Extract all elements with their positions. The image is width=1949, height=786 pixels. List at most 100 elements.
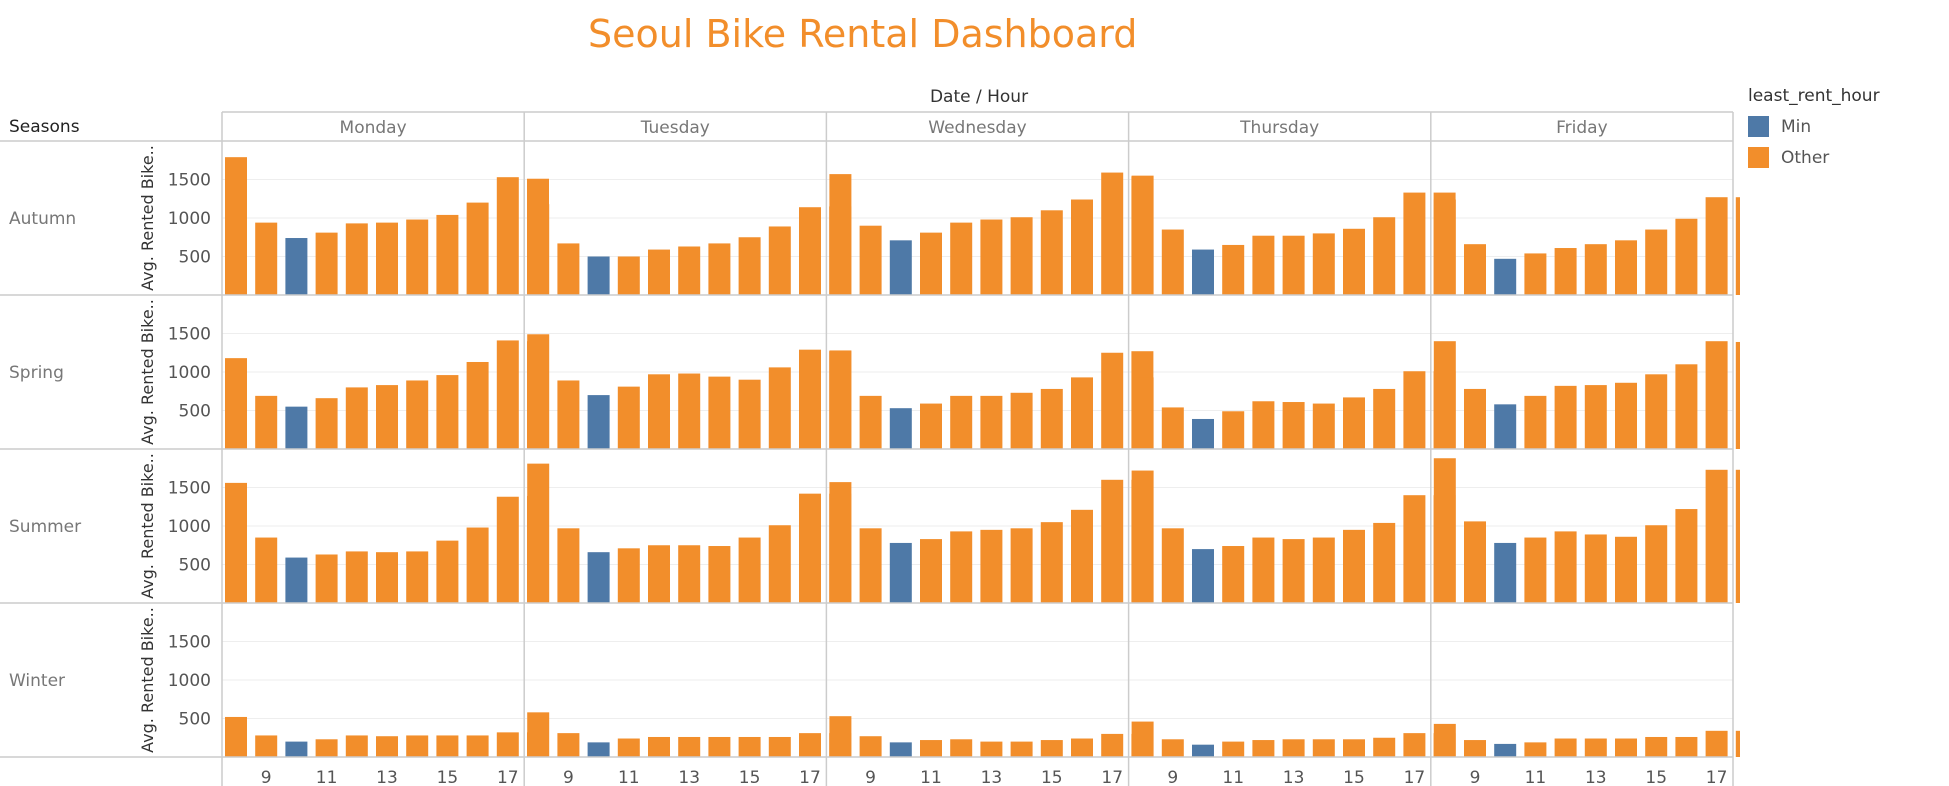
column-label-wednesday: Wednesday xyxy=(928,118,1026,138)
bar-winter-friday-h13 xyxy=(1584,738,1607,757)
bar-spring-monday-h9 xyxy=(255,395,278,449)
bar-autumn-thursday-h15 xyxy=(1343,228,1365,295)
bar-autumn-friday-h12 xyxy=(1554,248,1577,295)
bar-spring-tuesday-h9 xyxy=(557,380,580,449)
bar-autumn-tuesday-h17 xyxy=(799,207,821,295)
bar-autumn-friday-h18 xyxy=(1735,197,1740,295)
bar-summer-friday-h9 xyxy=(1464,521,1486,603)
bar-summer-monday-h11 xyxy=(315,554,338,603)
bar-summer-friday-h14 xyxy=(1615,536,1637,603)
bar-autumn-thursday-h17 xyxy=(1403,192,1426,295)
bar-winter-wednesday-h13 xyxy=(980,741,1003,757)
bar-spring-monday-h11 xyxy=(315,398,338,449)
bar-summer-wednesday-h12 xyxy=(950,531,973,603)
bar-summer-friday-h8 xyxy=(1433,458,1456,603)
y-tick-label: 1500 xyxy=(168,479,211,499)
bar-autumn-monday-h11 xyxy=(315,232,338,295)
bar-spring-friday-h8 xyxy=(1433,341,1456,449)
bar-summer-thursday-h15 xyxy=(1343,529,1365,603)
bar-summer-wednesday-h8 xyxy=(829,482,852,603)
bar-summer-friday-h18 xyxy=(1735,469,1740,603)
bar-autumn-monday-h15 xyxy=(436,214,459,295)
bar-winter-tuesday-h16 xyxy=(768,736,791,757)
bar-spring-wednesday-h9 xyxy=(859,395,882,449)
x-tick-label: 13 xyxy=(678,768,700,786)
bar-autumn-tuesday-h13 xyxy=(678,246,701,295)
bar-spring-monday-h13 xyxy=(376,385,398,449)
bar-spring-friday-h16 xyxy=(1675,364,1698,449)
bar-summer-wednesday-h9 xyxy=(859,528,882,603)
column-label-tuesday: Tuesday xyxy=(640,118,710,138)
bar-winter-wednesday-h14 xyxy=(1010,741,1033,757)
bar-winter-friday-h15 xyxy=(1645,736,1668,757)
x-tick-label: 15 xyxy=(1343,768,1365,786)
y-tick-label: 1000 xyxy=(168,517,211,537)
bar-spring-thursday-h14 xyxy=(1312,403,1335,449)
x-tick-label: 9 xyxy=(563,768,574,786)
bar-summer-friday-h17 xyxy=(1705,469,1728,603)
column-label-thursday: Thursday xyxy=(1239,118,1319,138)
bar-autumn-friday-h9 xyxy=(1464,244,1486,295)
bar-winter-wednesday-h10 xyxy=(889,742,912,757)
bar-winter-thursday-h8 xyxy=(1131,721,1154,757)
bar-winter-wednesday-h11 xyxy=(920,740,942,757)
bar-winter-wednesday-h17 xyxy=(1101,733,1124,757)
legend-item-min[interactable]: Min xyxy=(1748,116,1880,137)
bar-winter-wednesday-h16 xyxy=(1071,738,1093,757)
bar-spring-tuesday-h14 xyxy=(708,376,731,449)
dashboard-title: Seoul Bike Rental Dashboard xyxy=(588,12,1138,56)
column-label-monday: Monday xyxy=(340,118,407,138)
bar-autumn-thursday-h14 xyxy=(1312,233,1335,295)
bar-summer-thursday-h16 xyxy=(1373,522,1396,603)
bar-winter-tuesday-h17 xyxy=(799,733,821,757)
bar-autumn-thursday-h12 xyxy=(1252,235,1275,295)
bar-autumn-monday-h16 xyxy=(466,202,489,295)
legend-label-other: Other xyxy=(1781,147,1830,168)
bar-spring-tuesday-h15 xyxy=(738,379,761,449)
bar-autumn-monday-h17 xyxy=(496,177,519,295)
bar-winter-wednesday-h8 xyxy=(829,716,852,757)
bar-autumn-tuesday-h15 xyxy=(738,237,761,295)
bar-spring-monday-h15 xyxy=(436,375,459,449)
bar-autumn-friday-h16 xyxy=(1675,218,1698,295)
bar-winter-wednesday-h15 xyxy=(1040,740,1063,757)
bar-spring-friday-h13 xyxy=(1584,385,1607,449)
bar-summer-monday-h8 xyxy=(225,482,247,603)
bar-spring-thursday-h13 xyxy=(1282,402,1305,449)
bar-winter-tuesday-h9 xyxy=(557,733,580,757)
bar-summer-tuesday-h13 xyxy=(678,545,701,603)
x-tick-label: 17 xyxy=(497,768,519,786)
bar-spring-friday-h15 xyxy=(1645,374,1668,449)
bar-spring-thursday-h16 xyxy=(1373,388,1396,449)
bar-chart-grid: Date / Hour Seasons Monday Tuesday Wednesday… xyxy=(0,87,1740,786)
bar-spring-monday-h16 xyxy=(466,361,489,449)
bar-summer-monday-h15 xyxy=(436,540,459,603)
bar-winter-thursday-h15 xyxy=(1343,739,1365,757)
bar-spring-thursday-h11 xyxy=(1222,411,1245,449)
bar-autumn-tuesday-h11 xyxy=(617,256,640,295)
legend-item-other[interactable]: Other xyxy=(1748,147,1880,168)
bar-autumn-tuesday-h12 xyxy=(648,249,670,295)
bar-autumn-friday-h17 xyxy=(1705,197,1728,295)
bar-autumn-thursday-h16 xyxy=(1373,217,1396,295)
bar-autumn-friday-h15 xyxy=(1645,229,1668,295)
x-tick-label: 9 xyxy=(865,768,876,786)
y-axis-title: Avg. Rented Bike.. xyxy=(138,453,157,599)
bar-winter-monday-h10 xyxy=(285,741,308,757)
row-label-spring: Spring xyxy=(9,363,64,383)
y-axis-title: Avg. Rented Bike.. xyxy=(138,299,157,445)
x-tick-label: 15 xyxy=(1041,768,1063,786)
bar-autumn-monday-h14 xyxy=(406,219,429,295)
bar-summer-tuesday-h14 xyxy=(708,546,731,603)
bar-winter-friday-h8 xyxy=(1433,723,1456,757)
y-tick-label: 500 xyxy=(179,556,211,576)
bar-spring-thursday-h15 xyxy=(1343,397,1365,449)
bar-spring-tuesday-h17 xyxy=(799,349,821,449)
bar-spring-tuesday-h10 xyxy=(587,395,610,449)
bar-autumn-thursday-h11 xyxy=(1222,244,1245,295)
bar-winter-monday-h8 xyxy=(225,716,247,757)
bar-spring-friday-h9 xyxy=(1464,388,1486,449)
legend: least_rent_hour Min Other xyxy=(1748,86,1880,168)
bar-summer-thursday-h9 xyxy=(1161,528,1184,603)
x-tick-label: 17 xyxy=(799,768,821,786)
